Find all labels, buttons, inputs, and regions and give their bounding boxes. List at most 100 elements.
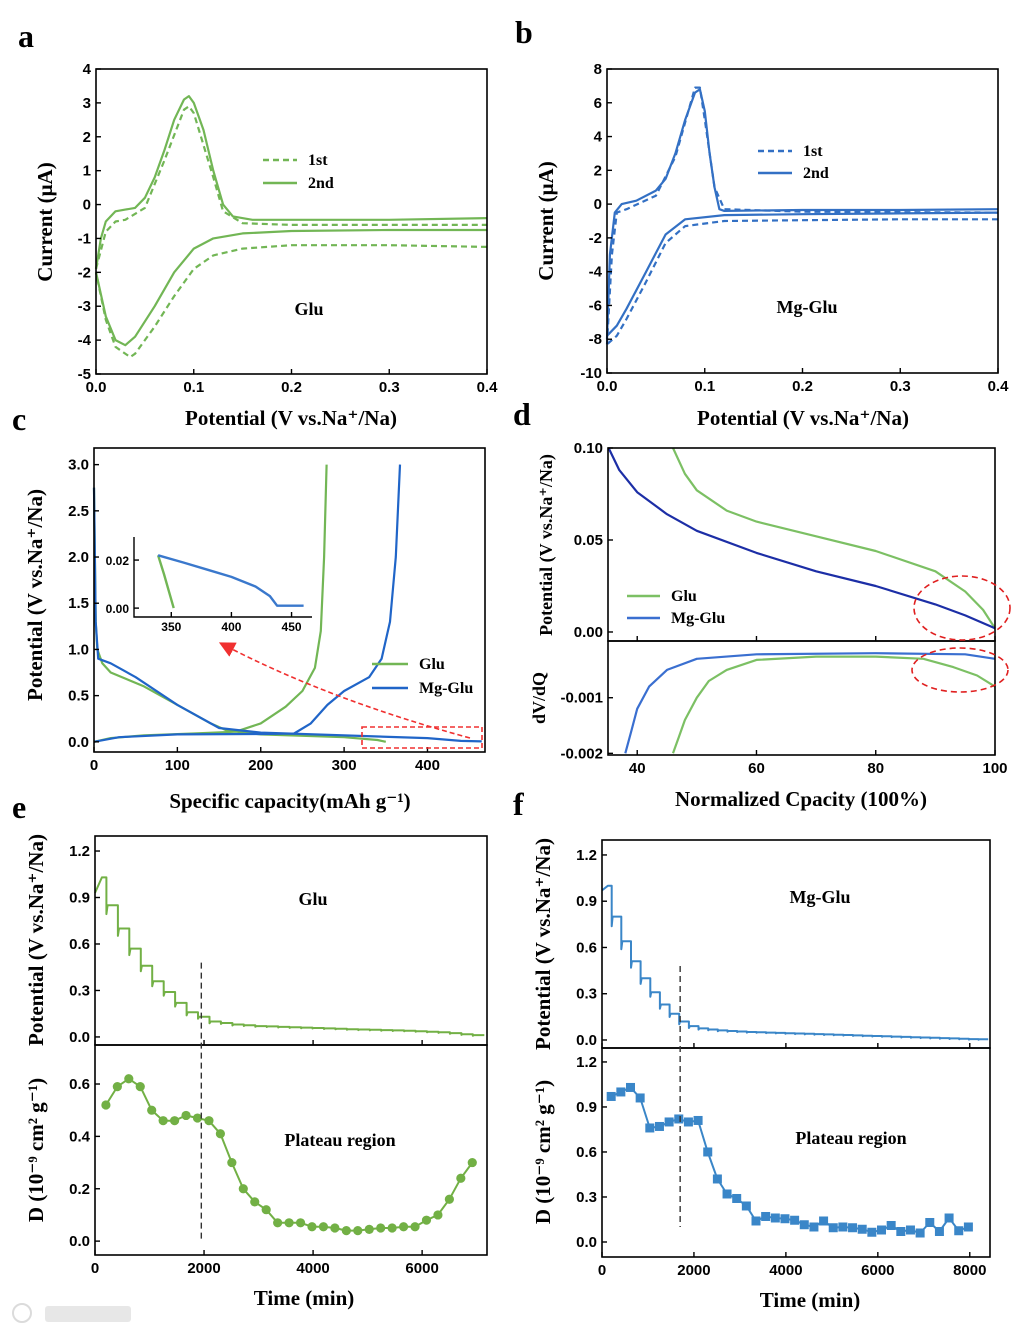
diffusion-point xyxy=(954,1226,964,1236)
y-tick-label: 8 xyxy=(594,61,602,78)
diffusion-point xyxy=(626,1082,636,1092)
y-tick-label: 3.0 xyxy=(68,457,89,474)
x-tick-label: 0.2 xyxy=(281,379,302,396)
series-glu-legend-label: Glu xyxy=(419,656,445,673)
cv-curve-2nd xyxy=(606,211,999,337)
y-tick-label: 0.0 xyxy=(69,1029,90,1046)
watermark-logo-text-shape xyxy=(45,1306,131,1322)
diffusion-point xyxy=(124,1074,134,1084)
y-tick-label: 2 xyxy=(83,129,91,146)
plot-frame-potential xyxy=(607,447,996,642)
x-tick-label: 0.4 xyxy=(988,378,1010,395)
x-tick-label: 4000 xyxy=(296,1260,329,1277)
panel-label: a xyxy=(18,18,34,54)
x-tick-label: 0.0 xyxy=(597,378,618,395)
diffusion-point xyxy=(741,1201,751,1211)
diffusion-point xyxy=(790,1215,800,1225)
sample-annotation: Mg-Glu xyxy=(790,887,851,907)
diffusion-point xyxy=(101,1100,111,1110)
plot-frame-potential xyxy=(94,835,488,1046)
series-glu-legend-label: Glu xyxy=(671,588,697,605)
zoom-region-box xyxy=(361,726,483,749)
watermark-logo xyxy=(12,1303,131,1323)
gcd-curve-Mg-Glu xyxy=(93,464,402,743)
y-tick-label: -1 xyxy=(78,230,91,247)
cv-curve-2nd xyxy=(605,88,999,340)
diffusion-point xyxy=(421,1215,432,1225)
inset-curve-Glu xyxy=(156,554,175,609)
y-axis-title-diffusion: D (10⁻⁹ cm² g⁻¹) xyxy=(531,1080,555,1224)
y-tick-label: 0.3 xyxy=(576,1189,597,1206)
diffusion-point xyxy=(376,1223,386,1233)
x-tick-label: 0.0 xyxy=(86,379,107,396)
x-tick-label: 100 xyxy=(982,760,1007,777)
series-1st-legend-label: 1st xyxy=(308,152,328,169)
y-axis-title-potential: Potential (V vs.Na⁺/Na) xyxy=(536,454,557,636)
x-tick-label: 0.1 xyxy=(694,378,715,395)
y-axis-title: Current (μA) xyxy=(534,161,558,280)
x-tick-label: 200 xyxy=(248,757,273,774)
cv-curve-1st xyxy=(94,105,487,270)
cv-curve-1st xyxy=(606,218,998,346)
y-tick-label: 4 xyxy=(594,129,603,146)
diffusion-point xyxy=(433,1210,443,1220)
series-mg-glu-legend-label: Mg-Glu xyxy=(671,610,725,627)
y-tick-label: 0.02 xyxy=(106,554,130,568)
diffusion-point xyxy=(645,1123,655,1133)
x-tick-label: 8000 xyxy=(953,1262,986,1279)
diffusion-point xyxy=(181,1110,191,1121)
x-axis-title: Normalized Cpacity (100%) xyxy=(675,787,927,811)
y-tick-label: 0.00 xyxy=(574,624,603,641)
region-annotation: Plateau region xyxy=(284,1130,395,1150)
diffusion-point xyxy=(410,1222,420,1232)
region-annotation: Plateau region xyxy=(795,1128,906,1148)
y-tick-label: 0.6 xyxy=(576,1144,597,1161)
x-axis-title: Potential (V vs.Na⁺/Na) xyxy=(185,406,397,430)
y-tick-label: 0.05 xyxy=(574,532,603,549)
y-tick-label: 0 xyxy=(83,197,91,214)
y-tick-label: -2 xyxy=(589,230,602,247)
diffusion-point xyxy=(204,1116,214,1126)
diffusion-point xyxy=(444,1194,454,1204)
y-tick-label: 0 xyxy=(594,196,602,213)
x-axis-title: Specific capacity(mAh g⁻¹) xyxy=(169,789,410,813)
y-tick-label: 0.9 xyxy=(576,893,597,910)
y-axis-title-diffusion: D (10⁻⁹ cm² g⁻¹) xyxy=(24,1078,48,1222)
diffusion-point xyxy=(703,1147,713,1157)
diffusion-point xyxy=(261,1205,271,1215)
y-axis-title-potential: Potential (V vs.Na⁺/Na) xyxy=(24,834,48,1046)
diffusion-point xyxy=(857,1224,867,1234)
diffusion-point xyxy=(135,1082,145,1092)
diffusion-line xyxy=(105,1077,474,1232)
diffusion-point xyxy=(318,1222,329,1232)
diffusion-point xyxy=(295,1218,306,1228)
diffusion-point xyxy=(712,1174,722,1184)
y-tick-label: 2.0 xyxy=(68,549,89,566)
diffusion-point xyxy=(799,1220,809,1230)
diffusion-point xyxy=(169,1116,180,1126)
plot-frame xyxy=(95,68,488,375)
y-tick-label: 1.5 xyxy=(68,595,89,612)
x-tick-label: 40 xyxy=(629,760,646,777)
x-tick-label: 300 xyxy=(332,757,357,774)
x-tick-label: 2000 xyxy=(677,1262,710,1279)
y-tick-label: 0.0 xyxy=(576,1234,597,1251)
x-tick-label: 6000 xyxy=(405,1260,438,1277)
diffusion-point xyxy=(809,1222,819,1232)
x-tick-label: 2000 xyxy=(187,1260,220,1277)
diffusion-point xyxy=(398,1222,409,1232)
diffusion-point xyxy=(761,1211,771,1221)
diffusion-point xyxy=(896,1226,906,1236)
y-tick-label: -0.002 xyxy=(560,745,603,762)
y-tick-label: 0.00 xyxy=(106,602,130,616)
y-tick-label: -2 xyxy=(78,264,91,281)
inset-curve-Mg-Glu xyxy=(157,554,304,607)
sample-annotation: Glu xyxy=(298,889,327,909)
diffusion-point xyxy=(330,1223,340,1233)
diffusion-point xyxy=(915,1228,925,1238)
y-tick-label: 0.2 xyxy=(69,1181,90,1198)
x-axis-title: Time (min) xyxy=(254,1286,355,1310)
y-tick-label: 1.2 xyxy=(576,847,597,864)
diffusion-point xyxy=(780,1214,790,1224)
sample-annotation: Mg-Glu xyxy=(777,297,838,317)
